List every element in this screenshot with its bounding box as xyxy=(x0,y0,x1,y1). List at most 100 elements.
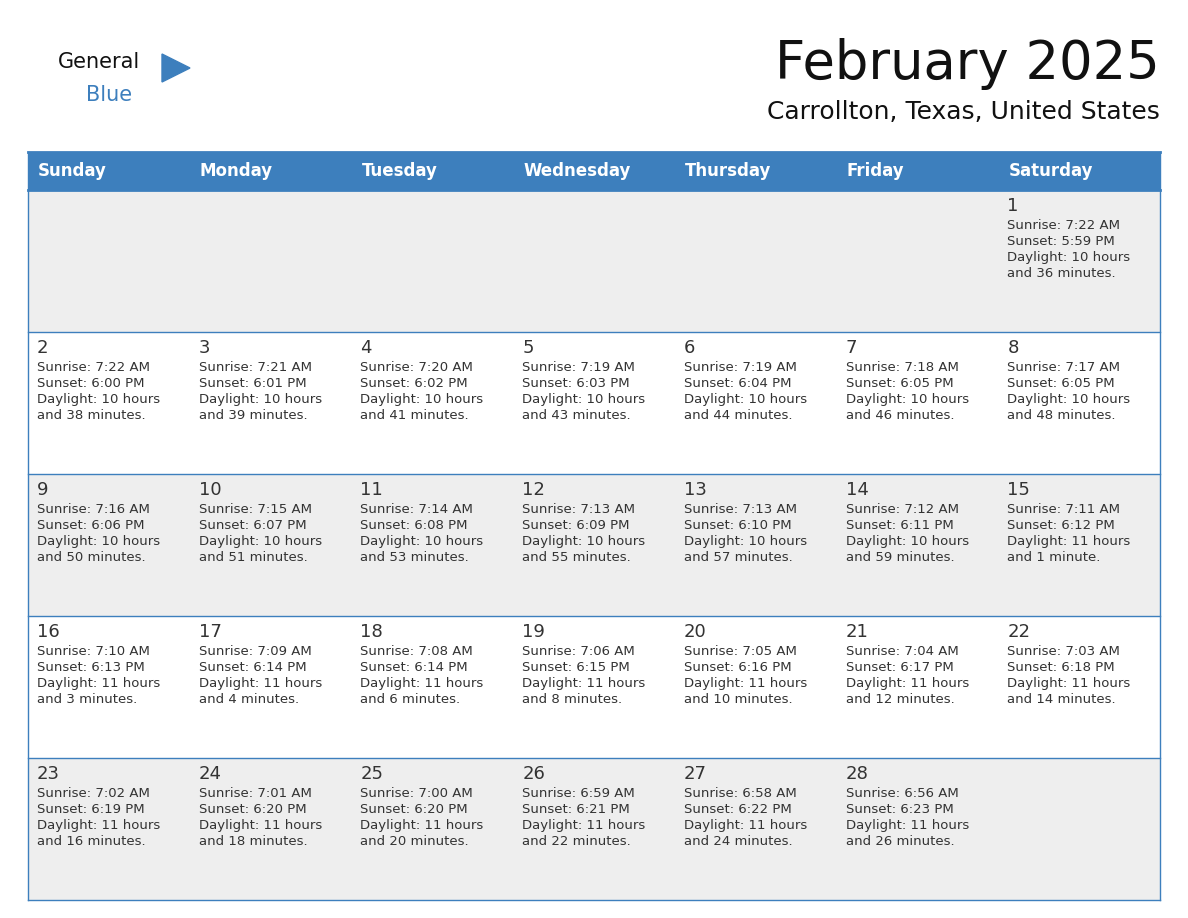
Bar xyxy=(352,474,513,616)
Text: Daylight: 10 hours: Daylight: 10 hours xyxy=(360,393,484,406)
Text: and 59 minutes.: and 59 minutes. xyxy=(846,551,954,564)
Text: Daylight: 10 hours: Daylight: 10 hours xyxy=(846,393,968,406)
Text: Daylight: 11 hours: Daylight: 11 hours xyxy=(198,677,322,690)
Text: Sunset: 6:01 PM: Sunset: 6:01 PM xyxy=(198,377,307,390)
Text: Sunset: 6:04 PM: Sunset: 6:04 PM xyxy=(684,377,791,390)
Text: Daylight: 10 hours: Daylight: 10 hours xyxy=(37,535,160,548)
Text: 10: 10 xyxy=(198,481,221,499)
Text: Daylight: 11 hours: Daylight: 11 hours xyxy=(1007,677,1131,690)
Bar xyxy=(998,152,1159,190)
Text: and 53 minutes.: and 53 minutes. xyxy=(360,551,469,564)
Text: Sunrise: 7:18 AM: Sunrise: 7:18 AM xyxy=(846,361,959,374)
Text: Tuesday: Tuesday xyxy=(361,162,437,180)
Text: Daylight: 10 hours: Daylight: 10 hours xyxy=(684,535,807,548)
Text: and 20 minutes.: and 20 minutes. xyxy=(360,835,469,848)
Text: Sunrise: 6:58 AM: Sunrise: 6:58 AM xyxy=(684,787,797,800)
Text: 25: 25 xyxy=(360,765,384,783)
Text: 12: 12 xyxy=(523,481,545,499)
Text: 21: 21 xyxy=(846,623,868,641)
Text: 28: 28 xyxy=(846,765,868,783)
Text: 20: 20 xyxy=(684,623,707,641)
Text: and 46 minutes.: and 46 minutes. xyxy=(846,409,954,422)
Bar xyxy=(836,152,998,190)
Bar xyxy=(190,332,352,474)
Text: and 41 minutes.: and 41 minutes. xyxy=(360,409,469,422)
Text: 5: 5 xyxy=(523,339,533,357)
Text: Sunrise: 7:10 AM: Sunrise: 7:10 AM xyxy=(37,645,150,658)
Text: Daylight: 10 hours: Daylight: 10 hours xyxy=(1007,393,1131,406)
Text: and 26 minutes.: and 26 minutes. xyxy=(846,835,954,848)
Bar xyxy=(190,758,352,900)
Text: Sunrise: 7:09 AM: Sunrise: 7:09 AM xyxy=(198,645,311,658)
Text: Sunrise: 7:01 AM: Sunrise: 7:01 AM xyxy=(198,787,311,800)
Text: 9: 9 xyxy=(37,481,49,499)
Text: and 51 minutes.: and 51 minutes. xyxy=(198,551,308,564)
Bar xyxy=(998,332,1159,474)
Text: 11: 11 xyxy=(360,481,384,499)
Text: and 36 minutes.: and 36 minutes. xyxy=(1007,267,1116,280)
Bar xyxy=(352,152,513,190)
Text: Daylight: 11 hours: Daylight: 11 hours xyxy=(360,819,484,832)
Text: and 24 minutes.: and 24 minutes. xyxy=(684,835,792,848)
Bar xyxy=(190,190,352,332)
Text: Sunset: 6:05 PM: Sunset: 6:05 PM xyxy=(846,377,953,390)
Text: Sunrise: 7:13 AM: Sunrise: 7:13 AM xyxy=(523,503,636,516)
Text: and 14 minutes.: and 14 minutes. xyxy=(1007,693,1116,706)
Bar xyxy=(29,332,190,474)
Text: Sunset: 6:16 PM: Sunset: 6:16 PM xyxy=(684,661,791,674)
Bar xyxy=(190,152,352,190)
Text: Daylight: 10 hours: Daylight: 10 hours xyxy=(37,393,160,406)
Text: 13: 13 xyxy=(684,481,707,499)
Text: and 18 minutes.: and 18 minutes. xyxy=(198,835,308,848)
Text: and 55 minutes.: and 55 minutes. xyxy=(523,551,631,564)
Text: Daylight: 10 hours: Daylight: 10 hours xyxy=(198,535,322,548)
Bar xyxy=(352,758,513,900)
Text: Friday: Friday xyxy=(847,162,904,180)
Text: 16: 16 xyxy=(37,623,59,641)
Bar xyxy=(513,758,675,900)
Text: Daylight: 11 hours: Daylight: 11 hours xyxy=(684,677,807,690)
Bar xyxy=(675,474,836,616)
Text: 3: 3 xyxy=(198,339,210,357)
Text: and 10 minutes.: and 10 minutes. xyxy=(684,693,792,706)
Text: Sunset: 6:12 PM: Sunset: 6:12 PM xyxy=(1007,519,1116,532)
Bar xyxy=(29,474,190,616)
Text: 4: 4 xyxy=(360,339,372,357)
Text: 22: 22 xyxy=(1007,623,1030,641)
Text: Daylight: 10 hours: Daylight: 10 hours xyxy=(198,393,322,406)
Bar xyxy=(513,332,675,474)
Text: Daylight: 11 hours: Daylight: 11 hours xyxy=(360,677,484,690)
Text: Sunrise: 7:21 AM: Sunrise: 7:21 AM xyxy=(198,361,311,374)
Text: 19: 19 xyxy=(523,623,545,641)
Text: Sunset: 6:21 PM: Sunset: 6:21 PM xyxy=(523,803,630,816)
Text: Sunrise: 7:14 AM: Sunrise: 7:14 AM xyxy=(360,503,473,516)
Text: Sunset: 6:20 PM: Sunset: 6:20 PM xyxy=(360,803,468,816)
Text: Sunrise: 7:22 AM: Sunrise: 7:22 AM xyxy=(1007,219,1120,232)
Text: Sunrise: 7:02 AM: Sunrise: 7:02 AM xyxy=(37,787,150,800)
Text: Sunrise: 7:20 AM: Sunrise: 7:20 AM xyxy=(360,361,473,374)
Text: Sunrise: 7:19 AM: Sunrise: 7:19 AM xyxy=(684,361,797,374)
Text: Sunrise: 7:00 AM: Sunrise: 7:00 AM xyxy=(360,787,473,800)
Bar xyxy=(836,474,998,616)
Text: and 8 minutes.: and 8 minutes. xyxy=(523,693,623,706)
Text: and 39 minutes.: and 39 minutes. xyxy=(198,409,308,422)
Text: General: General xyxy=(58,52,140,72)
Bar xyxy=(836,190,998,332)
Bar xyxy=(675,332,836,474)
Bar xyxy=(675,152,836,190)
Bar xyxy=(29,190,190,332)
Text: Daylight: 11 hours: Daylight: 11 hours xyxy=(37,819,160,832)
Text: Daylight: 10 hours: Daylight: 10 hours xyxy=(523,393,645,406)
Text: Blue: Blue xyxy=(86,85,132,105)
Text: 8: 8 xyxy=(1007,339,1018,357)
Text: Sunset: 6:09 PM: Sunset: 6:09 PM xyxy=(523,519,630,532)
Text: 14: 14 xyxy=(846,481,868,499)
Text: Sunset: 6:07 PM: Sunset: 6:07 PM xyxy=(198,519,307,532)
Text: Daylight: 11 hours: Daylight: 11 hours xyxy=(523,819,645,832)
Text: Sunday: Sunday xyxy=(38,162,107,180)
Bar xyxy=(29,616,190,758)
Text: 15: 15 xyxy=(1007,481,1030,499)
Text: Daylight: 11 hours: Daylight: 11 hours xyxy=(37,677,160,690)
Text: Sunset: 6:05 PM: Sunset: 6:05 PM xyxy=(1007,377,1114,390)
Text: 17: 17 xyxy=(198,623,222,641)
